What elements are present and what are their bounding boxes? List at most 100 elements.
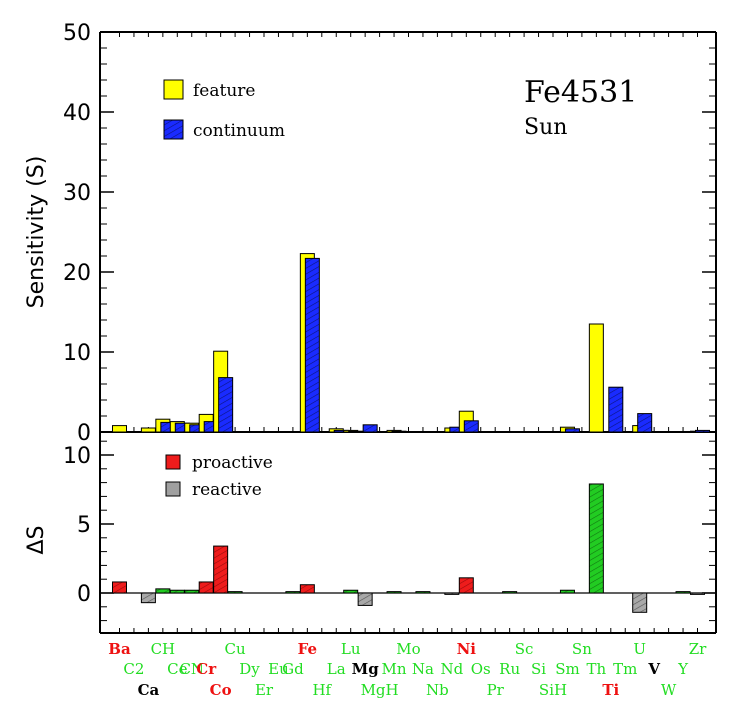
bottom-y-tick-label: 10 <box>63 444 91 469</box>
x-element-label: Eu <box>268 660 289 678</box>
feature-bar <box>112 425 127 433</box>
x-element-label: W <box>661 681 677 699</box>
x-element-label: U <box>633 640 646 658</box>
delta-s-bar <box>444 592 460 595</box>
continuum-bar <box>218 377 234 433</box>
legend-label-proactive: proactive <box>192 453 273 473</box>
top-y-tick-label: 50 <box>63 21 91 46</box>
delta-s-bar <box>227 591 243 594</box>
continuum-bar <box>695 429 710 433</box>
x-element-label: Gd <box>282 660 304 678</box>
x-element-label: Co <box>210 681 232 699</box>
chart-subtitle: Sun <box>524 115 567 140</box>
x-element-label: Si <box>531 660 546 678</box>
x-element-label: MgH <box>361 681 399 699</box>
continuum-bar <box>391 430 407 433</box>
delta-s-bar <box>357 592 373 606</box>
x-element-label: Mn <box>382 660 407 678</box>
x-element-label: Y <box>677 660 689 678</box>
top-y-tick-label: 0 <box>77 421 91 446</box>
delta-s-bar <box>343 589 359 594</box>
feature-bar <box>588 323 604 433</box>
continuum-bar <box>304 257 320 433</box>
delta-s-bar <box>415 591 431 594</box>
legend-swatch-feature <box>163 79 184 100</box>
x-element-label: Na <box>412 660 434 678</box>
delta-s-bar <box>285 591 301 594</box>
x-element-label: Nd <box>440 660 463 678</box>
top-legend: feature continuum <box>163 79 285 141</box>
x-element-label: Cu <box>225 640 246 658</box>
delta-s-bar <box>502 591 518 594</box>
legend-swatch-proactive <box>165 454 181 470</box>
x-element-label: Sm <box>555 660 580 678</box>
x-element-label: Mg <box>352 660 380 678</box>
delta-s-bar <box>198 581 214 594</box>
delta-s-bar <box>675 591 691 594</box>
bottom-y-tick-label: 0 <box>77 582 91 607</box>
x-element-label: CH <box>151 640 176 658</box>
top-y-axis-label: Sensitivity (S) <box>24 156 49 309</box>
legend-swatch-reactive <box>165 481 181 497</box>
x-element-label: Ba <box>108 640 131 658</box>
x-element-label: Tm <box>613 660 637 678</box>
delta-s-bar <box>112 581 127 594</box>
x-element-label: Ce <box>167 660 187 678</box>
delta-s-bar <box>213 545 229 594</box>
top-y-tick-label: 10 <box>63 341 91 366</box>
bottom-y-tick-label: 5 <box>77 513 91 538</box>
x-element-label: Ca <box>138 681 160 699</box>
delta-s-bar <box>559 589 575 594</box>
delta-s-bar <box>155 588 171 594</box>
x-element-label: Cr <box>196 660 217 678</box>
top-y-tick-label: 20 <box>63 261 91 286</box>
x-element-label: Zr <box>689 640 707 658</box>
delta-s-bar <box>386 591 402 594</box>
delta-s-bar <box>458 577 474 594</box>
chart-title: Fe4531 <box>524 75 637 110</box>
x-element-label: Ru <box>499 660 520 678</box>
continuum-bar <box>463 420 479 433</box>
x-element-label: Sn <box>572 640 592 658</box>
x-element-label: C2 <box>123 660 144 678</box>
x-element-label: La <box>327 660 346 678</box>
x-element-label: Mo <box>396 640 420 658</box>
x-element-label: Er <box>255 681 274 699</box>
top-y-tick-label: 30 <box>63 181 91 206</box>
delta-s-bar <box>140 592 156 604</box>
delta-s-bar <box>299 584 315 594</box>
x-element-label: Pr <box>487 681 505 699</box>
x-element-label: Th <box>587 660 607 678</box>
x-element-label: Os <box>471 660 491 678</box>
x-element-label: Lu <box>341 640 361 658</box>
continuum-bar <box>362 424 378 433</box>
bottom-y-axis-label: ΔS <box>24 525 49 554</box>
feature-bar <box>140 427 156 433</box>
x-element-label: Ni <box>457 640 477 658</box>
x-element-label: Hf <box>312 681 332 699</box>
x-element-label: V <box>647 660 660 678</box>
legend-label-continuum: continuum <box>193 121 285 141</box>
x-element-label: Nb <box>426 681 449 699</box>
delta-s-bar <box>588 483 604 594</box>
delta-s-bar <box>632 592 648 613</box>
legend-swatch-continuum <box>163 119 184 140</box>
legend-label-reactive: reactive <box>192 480 262 500</box>
x-element-label: Fe <box>298 640 317 658</box>
delta-s-bar <box>690 592 705 595</box>
continuum-bar <box>348 430 364 433</box>
delta-s-bar <box>184 589 200 594</box>
x-element-label: Sc <box>515 640 534 658</box>
x-element-label: CN <box>179 660 204 678</box>
x-element-label: Dy <box>239 660 260 678</box>
top-y-tick-label: 40 <box>63 101 91 126</box>
continuum-bar <box>608 386 624 433</box>
bottom-legend: proactive reactive <box>165 453 273 500</box>
x-element-label: Ti <box>602 681 619 699</box>
x-element-label: SiH <box>539 681 567 699</box>
delta-s-bar <box>169 589 185 594</box>
continuum-bar <box>564 428 580 433</box>
legend-label-feature: feature <box>193 81 255 101</box>
